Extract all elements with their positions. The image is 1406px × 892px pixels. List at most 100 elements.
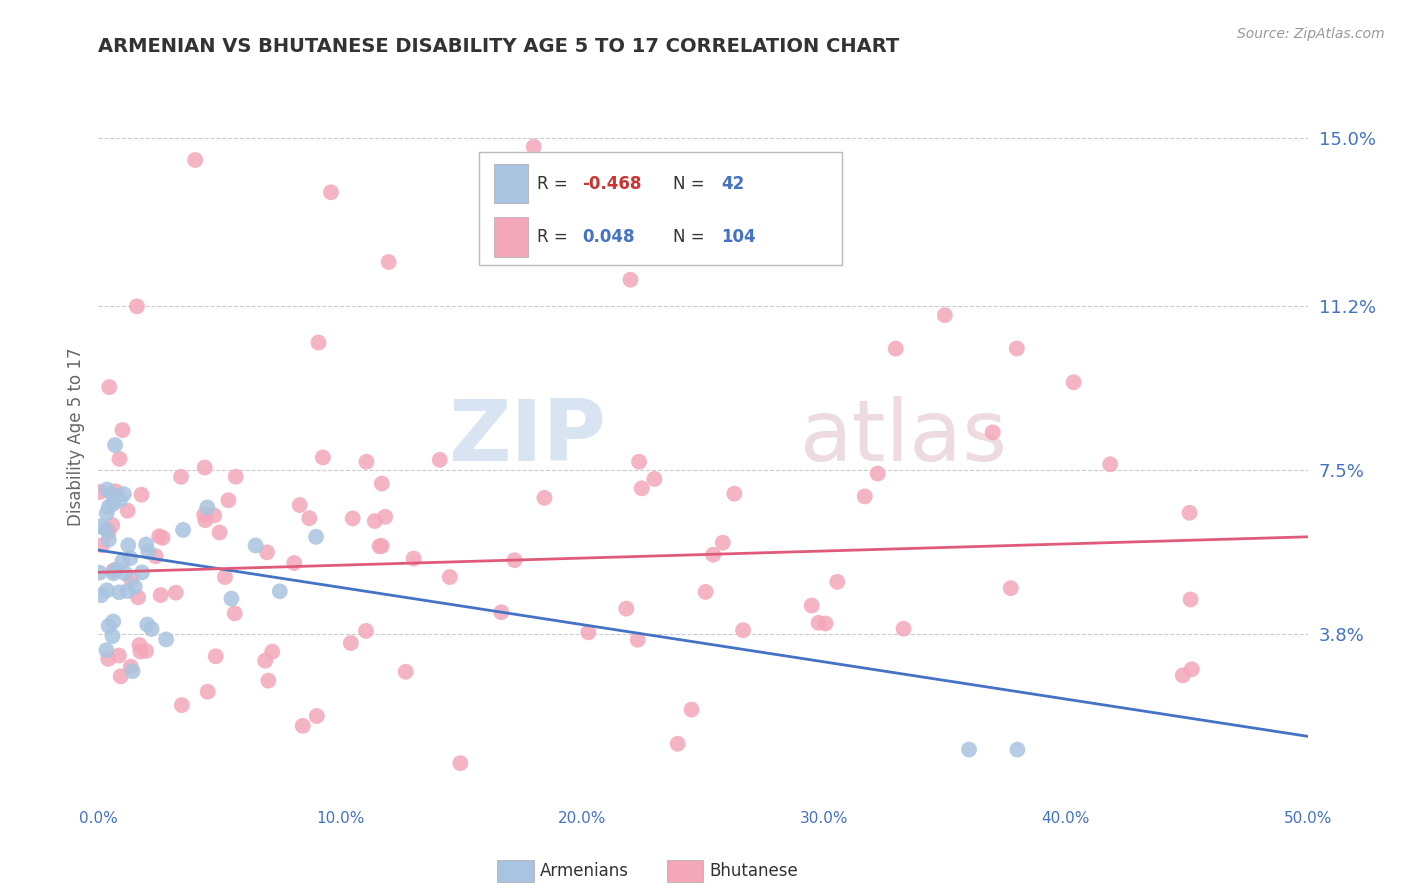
Text: N =: N = — [672, 175, 710, 193]
Bar — [498, 860, 534, 882]
Point — [533, 491, 555, 505]
Point — [124, 580, 146, 594]
Y-axis label: Disability Age 5 to 17: Disability Age 5 to 17 — [66, 348, 84, 526]
Point — [104, 438, 127, 452]
Point — [283, 556, 305, 570]
Point — [884, 342, 907, 356]
Text: R =: R = — [537, 227, 579, 246]
Point — [136, 545, 159, 559]
Point — [110, 669, 132, 683]
Point — [439, 570, 461, 584]
Point — [120, 659, 142, 673]
Bar — [494, 164, 527, 203]
Point — [170, 470, 193, 484]
Point — [202, 508, 225, 523]
Point — [1000, 581, 1022, 595]
Point — [104, 484, 127, 499]
Point — [101, 487, 124, 501]
Point — [628, 455, 651, 469]
Point — [125, 299, 148, 313]
Point — [643, 472, 665, 486]
Point — [117, 584, 139, 599]
Bar — [494, 217, 527, 257]
Point — [503, 553, 526, 567]
Text: 104: 104 — [721, 227, 756, 246]
Point — [695, 585, 717, 599]
Point — [103, 615, 125, 629]
Point — [370, 539, 392, 553]
Point — [97, 652, 120, 666]
Point — [128, 638, 150, 652]
Point — [108, 451, 131, 466]
Point — [101, 518, 124, 533]
Point — [866, 467, 889, 481]
Point — [131, 566, 153, 580]
Point — [89, 566, 111, 580]
Point — [1178, 506, 1201, 520]
Point — [224, 607, 246, 621]
Point — [108, 648, 131, 663]
Point — [429, 453, 451, 467]
Point — [89, 485, 111, 500]
Point — [262, 645, 284, 659]
Point — [90, 588, 112, 602]
Point — [1005, 342, 1028, 356]
Point — [103, 564, 125, 578]
Point — [127, 591, 149, 605]
Point — [136, 617, 159, 632]
Point — [934, 308, 956, 322]
Point — [94, 523, 117, 537]
Text: -0.468: -0.468 — [582, 175, 641, 193]
Point — [155, 632, 177, 647]
Point — [269, 584, 291, 599]
Point — [740, 197, 762, 211]
Point — [170, 698, 193, 712]
Point — [96, 507, 118, 521]
Point — [957, 742, 980, 756]
Point — [105, 562, 128, 576]
Point — [97, 533, 120, 547]
Point — [853, 490, 876, 504]
Point — [702, 548, 724, 562]
Point — [308, 335, 330, 350]
Text: Source: ZipAtlas.com: Source: ZipAtlas.com — [1237, 27, 1385, 41]
Point — [305, 530, 328, 544]
Point — [120, 551, 142, 566]
Point — [131, 488, 153, 502]
Point — [368, 539, 391, 553]
Point — [630, 481, 652, 495]
Point — [117, 504, 139, 518]
Point — [97, 500, 120, 514]
Point — [491, 605, 513, 619]
Bar — [479, 152, 842, 265]
Point — [204, 649, 226, 664]
Point — [152, 531, 174, 545]
Text: Bhutanese: Bhutanese — [709, 862, 797, 880]
Point — [111, 423, 134, 437]
Point — [148, 529, 170, 543]
Point — [149, 588, 172, 602]
Point — [257, 673, 280, 688]
Point — [172, 523, 194, 537]
Point — [96, 483, 118, 497]
Point — [145, 549, 167, 564]
Bar — [666, 860, 703, 882]
Text: N =: N = — [672, 227, 710, 246]
Point — [666, 737, 689, 751]
Point — [184, 153, 207, 167]
Text: Armenians: Armenians — [540, 862, 628, 880]
Point — [614, 601, 637, 615]
Point — [354, 624, 377, 638]
Point — [96, 583, 118, 598]
Point — [194, 513, 217, 527]
Point — [193, 508, 215, 522]
Point — [627, 632, 650, 647]
Point — [312, 450, 335, 465]
Point — [101, 629, 124, 643]
Point — [342, 511, 364, 525]
Point — [141, 622, 163, 636]
Point — [256, 545, 278, 559]
Point — [103, 497, 125, 511]
Point — [111, 554, 134, 568]
Point — [576, 625, 599, 640]
